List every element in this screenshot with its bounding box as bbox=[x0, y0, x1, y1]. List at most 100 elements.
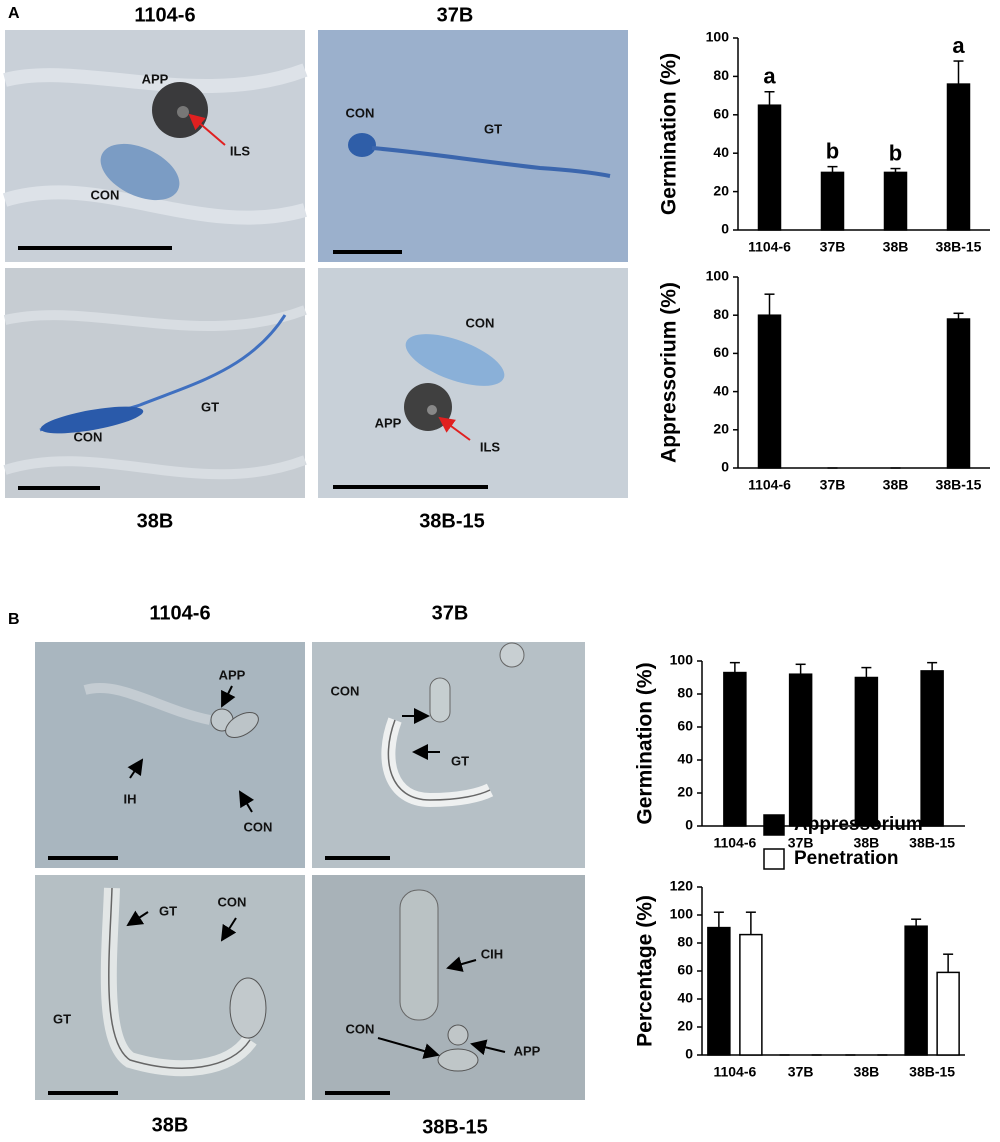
micrograph: APP ILS CON bbox=[2, 30, 308, 262]
image-title: 38B-15 bbox=[422, 1116, 488, 1138]
bar bbox=[883, 171, 908, 231]
annotation: CON bbox=[91, 187, 120, 202]
y-tick-label: 100 bbox=[670, 906, 694, 922]
annotation: CIH bbox=[481, 946, 503, 961]
legend-label: Penetration bbox=[794, 848, 899, 869]
y-tick-label: 0 bbox=[721, 459, 729, 475]
y-tick-label: 120 bbox=[670, 878, 694, 894]
bar bbox=[946, 83, 971, 231]
annotation: CON bbox=[218, 894, 247, 909]
y-tick-label: 80 bbox=[713, 306, 729, 322]
y-tick-label: 20 bbox=[677, 1018, 693, 1034]
annotation: CON bbox=[346, 105, 375, 120]
annotation: APP bbox=[514, 1043, 541, 1058]
x-tick-label: 1104-6 bbox=[748, 477, 791, 493]
annotation: CON bbox=[346, 1021, 375, 1036]
y-axis-label: Germination (%) bbox=[634, 662, 657, 824]
x-tick-label: 1104-6 bbox=[713, 1064, 756, 1080]
bar bbox=[854, 676, 879, 827]
annotation: ILS bbox=[480, 439, 501, 454]
y-axis-label: Percentage (%) bbox=[634, 895, 657, 1047]
x-tick-label: 38B-15 bbox=[909, 1064, 955, 1080]
annotation: CON bbox=[74, 429, 103, 444]
image-title: 38B-15 bbox=[419, 510, 485, 532]
y-tick-label: 40 bbox=[677, 990, 693, 1006]
annotation: APP bbox=[219, 667, 246, 682]
x-tick-label: 37B bbox=[820, 477, 846, 493]
micrograph: APP IH CON bbox=[35, 642, 305, 868]
micrograph: CON GT bbox=[312, 642, 585, 868]
annotation: GT bbox=[484, 121, 502, 136]
y-tick-label: 100 bbox=[670, 652, 694, 668]
y-tick-label: 100 bbox=[706, 29, 730, 45]
y-tick-label: 0 bbox=[685, 1046, 693, 1062]
bar bbox=[739, 933, 763, 1056]
image-title: 37B bbox=[437, 4, 474, 26]
image-title: 38B bbox=[137, 510, 174, 532]
y-tick-label: 100 bbox=[706, 268, 730, 284]
bar bbox=[788, 673, 813, 827]
x-tick-label: 37B bbox=[820, 239, 846, 255]
bar bbox=[707, 926, 731, 1056]
x-tick-label: 38B-15 bbox=[909, 835, 955, 851]
x-tick-label: 38B bbox=[854, 835, 880, 851]
y-tick-label: 80 bbox=[677, 934, 693, 950]
image-title: 1104-6 bbox=[149, 602, 210, 624]
significance-label: a bbox=[763, 64, 776, 89]
y-axis-label: Germination (%) bbox=[658, 53, 681, 215]
significance-label: a bbox=[952, 33, 965, 58]
y-tick-label: 80 bbox=[677, 685, 693, 701]
annotation: CON bbox=[244, 819, 273, 834]
bar bbox=[904, 925, 928, 1056]
y-tick-label: 60 bbox=[713, 106, 729, 122]
x-tick-label: 38B bbox=[883, 477, 909, 493]
legend-swatch bbox=[763, 814, 785, 836]
y-tick-label: 60 bbox=[677, 718, 693, 734]
y-tick-label: 20 bbox=[677, 784, 693, 800]
bar bbox=[946, 318, 971, 469]
image-title: 38B bbox=[152, 1114, 189, 1136]
y-tick-label: 60 bbox=[713, 344, 729, 360]
annotation: GT bbox=[159, 903, 177, 918]
y-tick-label: 40 bbox=[713, 382, 729, 398]
y-tick-label: 20 bbox=[713, 182, 729, 198]
annotation: IH bbox=[124, 791, 137, 806]
x-tick-label: 38B-15 bbox=[936, 477, 982, 493]
x-tick-label: 38B bbox=[854, 1064, 880, 1080]
bar bbox=[920, 670, 944, 827]
y-tick-label: 20 bbox=[713, 421, 729, 437]
significance-label: b bbox=[889, 140, 902, 165]
micrograph: GT CON GT bbox=[35, 875, 305, 1100]
y-tick-label: 0 bbox=[721, 221, 729, 237]
annotation: APP bbox=[375, 415, 402, 430]
annotation: ILS bbox=[230, 143, 251, 158]
x-tick-label: 1104-6 bbox=[713, 835, 756, 851]
y-tick-label: 40 bbox=[713, 144, 729, 160]
annotation: GT bbox=[53, 1011, 71, 1026]
bar bbox=[936, 971, 960, 1056]
micrograph: CIH CON APP bbox=[312, 875, 585, 1100]
x-tick-label: 38B bbox=[883, 239, 909, 255]
annotation: CON bbox=[466, 315, 495, 330]
bar bbox=[757, 104, 782, 231]
y-tick-label: 40 bbox=[677, 751, 693, 767]
x-tick-label: 37B bbox=[788, 835, 814, 851]
significance-label: b bbox=[826, 138, 839, 163]
annotation: GT bbox=[451, 753, 469, 768]
legend-label: Appressorium bbox=[794, 814, 923, 835]
y-axis-label: Appressorium (%) bbox=[658, 282, 681, 463]
bar bbox=[820, 171, 845, 231]
annotation: CON bbox=[331, 683, 360, 698]
y-tick-label: 0 bbox=[685, 817, 693, 833]
bar bbox=[757, 314, 782, 469]
x-tick-label: 37B bbox=[788, 1064, 814, 1080]
annotation: APP bbox=[142, 71, 169, 86]
x-tick-label: 38B-15 bbox=[936, 239, 982, 255]
micrograph: GT CON bbox=[3, 268, 307, 498]
image-title: 37B bbox=[432, 602, 469, 624]
legend-swatch bbox=[763, 848, 785, 870]
annotation: GT bbox=[201, 399, 219, 414]
y-tick-label: 60 bbox=[677, 962, 693, 978]
bar bbox=[723, 671, 747, 827]
